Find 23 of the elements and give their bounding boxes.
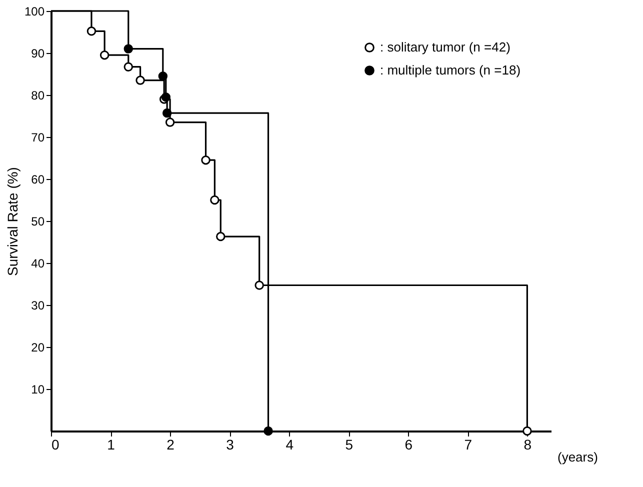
- y-tick-label: 70: [31, 130, 45, 144]
- x-tick-label: 3: [226, 436, 234, 452]
- legend-label: : multiple tumors (n =18): [380, 62, 521, 78]
- y-tick-label: 90: [31, 46, 45, 60]
- y-tick-label: 20: [31, 340, 45, 354]
- x-tick-label: 2: [166, 436, 175, 452]
- legend-label: : solitary tumor (n =42): [380, 40, 510, 54]
- y-tick-label: 100: [24, 4, 45, 18]
- x-tick-label: 6: [404, 436, 413, 452]
- y-tick-label: 40: [31, 256, 45, 270]
- x-tick-label: 7: [464, 436, 472, 452]
- y-tick-label: 30: [31, 298, 45, 312]
- x-tick-label: 4: [286, 436, 294, 452]
- x-tick-label: 5: [345, 436, 354, 452]
- y-tick-label: 60: [31, 172, 45, 186]
- x-tick-label: 8: [524, 436, 532, 452]
- y-tick-label: 80: [31, 88, 45, 102]
- x-axis-title: (years): [558, 450, 598, 464]
- y-axis-title: Survival Rate (%): [4, 167, 20, 276]
- y-tick-label: 10: [31, 382, 45, 396]
- x-tick-label: 1: [107, 436, 116, 452]
- y-tick-label: 50: [31, 214, 45, 228]
- x-tick-label: 0: [52, 436, 60, 452]
